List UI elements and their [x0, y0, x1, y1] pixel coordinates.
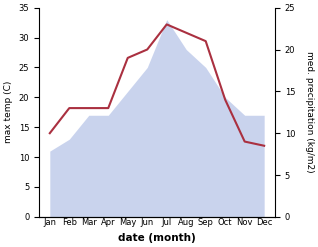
Y-axis label: med. precipitation (kg/m2): med. precipitation (kg/m2): [305, 51, 314, 173]
X-axis label: date (month): date (month): [118, 233, 196, 243]
Y-axis label: max temp (C): max temp (C): [4, 81, 13, 144]
